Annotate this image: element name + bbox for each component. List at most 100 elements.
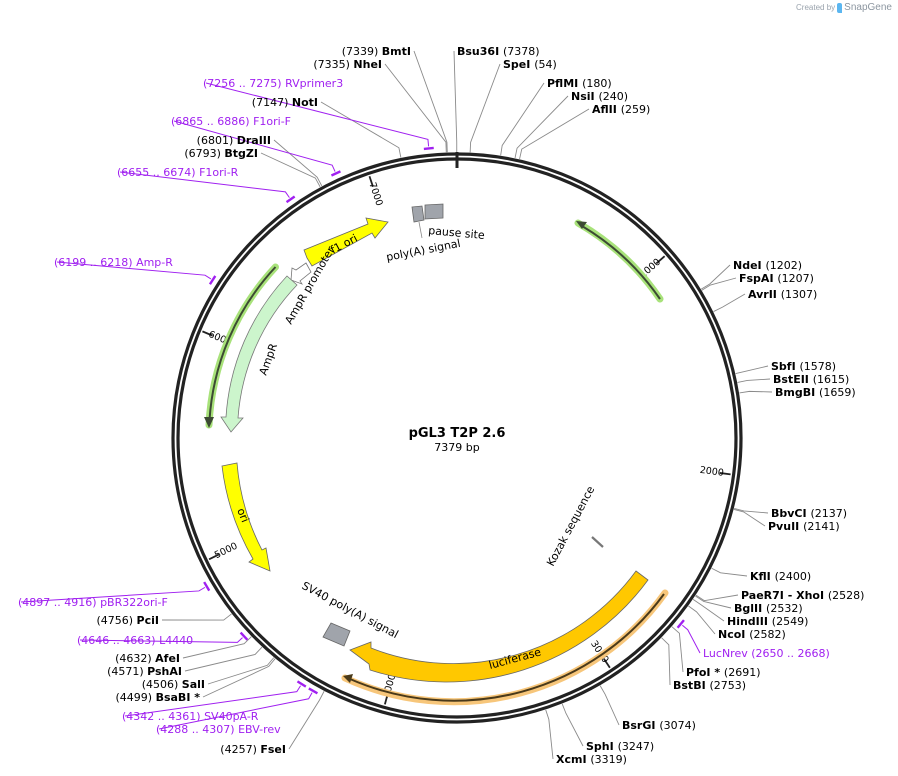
enzyme-position: (2528) <box>828 589 865 602</box>
enzyme-site[interactable]: (6801) DraIII <box>197 134 271 147</box>
primer-leader-line <box>205 82 430 147</box>
enzyme-position: (4499) <box>116 691 156 704</box>
enzyme-site[interactable]: (4499) BsaBI * <box>116 691 201 704</box>
primer-bar-icon <box>330 170 341 177</box>
enzyme-site[interactable]: BsrGI (3074) <box>622 719 696 732</box>
enzyme-site[interactable]: PaeR7I - XhoI (2528) <box>741 589 864 602</box>
ampr-label: AmpR <box>257 341 281 377</box>
primer-leader-line <box>20 586 206 603</box>
primer-site[interactable]: (4342 .. 4361) SV40pA-R <box>122 710 259 723</box>
enzyme-position: (3074) <box>659 719 696 732</box>
enzyme-site[interactable]: NdeI (1202) <box>733 259 802 272</box>
enzyme-leader-line <box>739 390 773 394</box>
primer-name: SV40pA-R <box>204 710 259 723</box>
enzyme-site[interactable]: KflI (2400) <box>750 570 811 583</box>
primer-site[interactable]: (6199 .. 6218) Amp-R <box>54 256 173 269</box>
enzyme-name: BstEII <box>773 373 813 386</box>
enzyme-position: (1207) <box>777 272 814 285</box>
orf-amp[interactable] <box>204 263 279 429</box>
enzyme-name: SphI <box>586 740 618 753</box>
orf-luciferase[interactable] <box>341 589 669 706</box>
primer-range: (4288 .. 4307) <box>156 723 238 736</box>
enzyme-site[interactable]: (4756) PciI <box>96 614 159 627</box>
primer-name: Amp-R <box>136 256 173 269</box>
primer-name: L4440 <box>159 634 193 647</box>
enzyme-leader-line <box>561 703 584 747</box>
enzyme-position: (2753) <box>710 679 747 692</box>
enzyme-site[interactable]: AvrII (1307) <box>748 288 817 301</box>
primer-bar-icon <box>296 680 307 688</box>
primer-site[interactable]: (4646 .. 4663) L4440 <box>77 634 193 647</box>
feature-pause-site[interactable]: pause site <box>424 203 485 242</box>
enzyme-leader-line <box>661 637 671 686</box>
primer-name: pBR322ori-F <box>100 596 168 609</box>
enzyme-site[interactable]: (4506) SalI <box>142 678 205 691</box>
enzyme-site[interactable]: BglII (2532) <box>734 602 803 615</box>
enzyme-site[interactable]: SpeI (54) <box>503 58 557 71</box>
primer-site[interactable]: (6865 .. 6886) F1ori-F <box>171 115 291 128</box>
feature-sv40-polya[interactable]: SV40 poly(A) signal <box>300 579 401 647</box>
feature-ampr[interactable]: AmpR <box>220 275 298 433</box>
primer-sites: (7256 .. 7275) RVprimer3 (6865 .. 6886) F… <box>18 77 830 736</box>
enzyme-name: PciI <box>137 614 159 627</box>
enzyme-site[interactable]: Bsu36I (7378) <box>457 45 540 58</box>
enzyme-name: PfoI * <box>686 666 724 679</box>
enzyme-leader-line <box>207 657 275 685</box>
enzyme-leader-line <box>182 636 252 659</box>
primer-site[interactable]: (6655 .. 6674) F1ori-R <box>117 166 239 179</box>
enzyme-name: NcoI <box>718 628 749 641</box>
enzyme-site[interactable]: BmgBI (1659) <box>775 386 856 399</box>
primer-range: (7256 .. 7275) <box>203 77 285 90</box>
enzyme-site[interactable]: BstBI (2753) <box>673 679 746 692</box>
orf-top-right[interactable] <box>574 219 664 303</box>
primer-range: (2650 .. 2668) <box>751 647 830 660</box>
enzyme-name: BsrGI <box>622 719 659 732</box>
enzyme-site[interactable]: BstEII (1615) <box>773 373 849 386</box>
enzyme-site[interactable]: PflMI (180) <box>547 77 612 90</box>
primer-site[interactable]: (4897 .. 4916) pBR322ori-F <box>18 596 168 609</box>
primer-bar-icon <box>239 631 249 641</box>
primer-site[interactable]: (7256 .. 7275) RVprimer3 <box>203 77 343 90</box>
primer-name: LucNrev <box>703 647 751 660</box>
enzyme-name: SpeI <box>503 58 534 71</box>
enzyme-site[interactable]: FspAI (1207) <box>739 272 814 285</box>
enzyme-site[interactable]: NcoI (2582) <box>718 628 786 641</box>
enzyme-site[interactable]: AflII (259) <box>592 103 650 116</box>
enzyme-leader-line <box>734 508 769 514</box>
primer-leader-line <box>173 120 336 172</box>
enzyme-site[interactable]: (4571) PshAI <box>107 665 182 678</box>
enzyme-leader-line <box>688 605 716 635</box>
enzyme-leader-line <box>735 365 769 375</box>
enzyme-site[interactable]: SphI (3247) <box>586 740 654 753</box>
primer-name: F1ori-R <box>199 166 239 179</box>
enzyme-position: (1578) <box>800 360 837 373</box>
tick-mark <box>368 175 374 187</box>
primer-site[interactable]: (4288 .. 4307) EBV-rev <box>156 723 281 736</box>
primer-site[interactable]: LucNrev (2650 .. 2668) <box>703 647 830 660</box>
enzyme-position: (3247) <box>618 740 655 753</box>
enzyme-site[interactable]: PfoI * (2691) <box>686 666 761 679</box>
enzyme-site[interactable]: (4632) AfeI <box>115 652 180 665</box>
enzyme-site[interactable]: XcmI (3319) <box>556 753 627 766</box>
enzyme-position: (180) <box>582 77 612 90</box>
enzyme-site[interactable]: (7147) NotI <box>252 96 318 109</box>
enzyme-name: BglII <box>734 602 766 615</box>
enzyme-site[interactable]: SbfI (1578) <box>771 360 836 373</box>
enzyme-site[interactable]: (7339) BmtI <box>342 45 411 58</box>
enzyme-site[interactable]: (6793) BtgZI <box>184 147 258 160</box>
enzyme-name: Bsu36I <box>457 45 503 58</box>
enzyme-site[interactable]: (4257) FseI <box>220 743 286 756</box>
enzyme-name: XcmI <box>556 753 590 766</box>
enzyme-leader-line <box>384 63 447 153</box>
enzyme-site[interactable]: PvuII (2141) <box>768 520 840 533</box>
feature-ori[interactable]: ori <box>221 462 271 572</box>
enzyme-name: DraIII <box>237 134 271 147</box>
feature-kozak[interactable]: Kozak sequence <box>544 484 604 569</box>
enzyme-name: PflMI <box>547 77 582 90</box>
enzyme-site[interactable]: BbvCI (2137) <box>771 507 847 520</box>
enzyme-site[interactable]: (7335) NheI <box>313 58 382 71</box>
enzyme-position: (7335) <box>313 58 353 71</box>
enzyme-site[interactable]: HindIII (2549) <box>727 615 808 628</box>
tick-mark <box>208 553 220 561</box>
enzyme-site[interactable]: NsiI (240) <box>571 90 628 103</box>
